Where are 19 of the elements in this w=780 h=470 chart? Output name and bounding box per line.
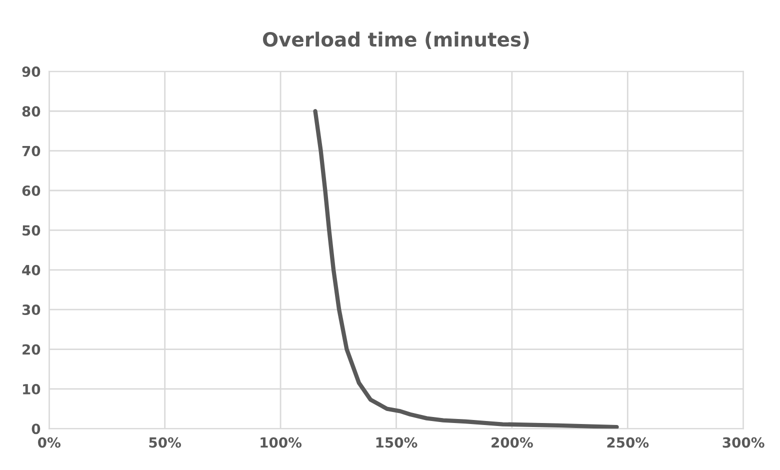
y-tick-label: 50 [22, 225, 40, 236]
x-tick-label: 200% [492, 437, 533, 448]
y-tick-label: 60 [22, 185, 40, 196]
y-tick-label: 80 [22, 106, 40, 117]
y-tick-label: 70 [22, 146, 40, 156]
x-tick-label: 150% [376, 437, 418, 448]
x-tick-label: 100% [260, 437, 302, 448]
x-tick-label: 250% [607, 437, 649, 448]
y-tick-label: 0 [32, 424, 40, 434]
y-tick-label: 90 [22, 66, 40, 77]
line-series [313, 109, 619, 429]
y-tick-label: 30 [22, 304, 40, 316]
y-tick-label: 10 [23, 384, 40, 394]
y-tick-label: 20 [22, 344, 40, 355]
x-tick-label: 0% [38, 437, 60, 448]
x-tick-label: 50% [149, 437, 182, 448]
x-tick-label: 300% [722, 437, 764, 448]
chart-title: Overload time (minutes) [262, 32, 529, 50]
y-tick-label: 40 [22, 264, 40, 276]
